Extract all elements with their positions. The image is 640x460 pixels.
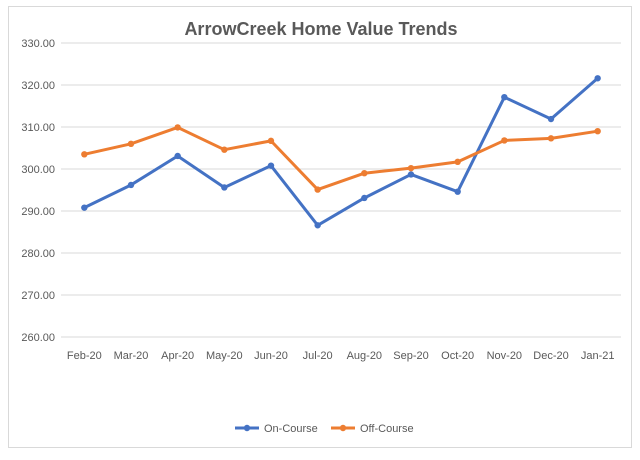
legend-swatch-marker [339,424,347,432]
data-point [127,181,135,189]
y-tick-label: 300.00 [21,164,55,176]
x-tick-label: May-20 [206,350,243,362]
series-lines [81,75,601,229]
x-tick-label: Jun-20 [254,350,288,362]
data-point [81,151,88,158]
x-tick-label: Aug-20 [347,350,382,362]
data-point [221,146,228,153]
data-point [454,188,461,195]
chart-frame: ArrowCreek Home Value Trends 260.00 270.0… [8,6,632,448]
y-tick-label: 260.00 [21,332,55,344]
y-tick-label: 310.00 [21,122,55,134]
data-point [174,124,181,131]
legend-label: On-Course [264,423,318,435]
data-point [221,184,228,191]
gridlines [61,42,621,338]
data-point [547,135,555,142]
x-tick-label: Nov-20 [487,350,522,362]
data-point [267,137,275,145]
x-tick-label: Jan-21 [581,350,615,362]
legend: On-Course Off-Course [235,423,414,435]
data-point [267,162,275,169]
data-point [547,115,555,123]
data-point [594,128,601,135]
legend-swatch-marker [243,424,251,432]
series-on-course [81,75,601,229]
x-tick-label: Dec-20 [533,350,568,362]
data-point [454,158,461,166]
chart-title: ArrowCreek Home Value Trends [184,19,457,39]
x-tick-label: Apr-20 [161,350,194,362]
y-tick-label: 270.00 [21,290,55,302]
x-tick-label: Feb-20 [67,350,102,362]
y-tick-label: 290.00 [21,206,55,218]
data-point [407,171,415,178]
data-point [127,140,135,147]
data-point [174,152,181,160]
line-chart: ArrowCreek Home Value Trends 260.00 270.0… [21,19,621,435]
data-point [501,137,508,144]
series-off-course [81,124,601,193]
data-point [314,222,321,229]
data-point [314,186,321,193]
series-line [82,76,600,227]
y-tick-label: 330.00 [21,38,55,50]
x-tick-label: Jul-20 [303,350,333,362]
data-point [361,194,368,202]
legend-item: On-Course [235,423,318,435]
y-tick-label: 320.00 [21,80,55,92]
data-point [407,164,415,172]
series-line [82,125,600,192]
y-axis-ticks: 260.00 270.00 280.00 290.00 300.00 310.00 320.… [21,38,55,344]
data-point [594,75,601,82]
y-tick-label: 280.00 [21,248,55,260]
x-tick-label: Oct-20 [441,350,474,362]
x-axis-ticks: Feb-20 Mar-20 Apr-20 May-20 Jun-20 Jul-20 Aug-… [67,350,615,362]
data-point [81,204,88,211]
x-tick-label: Sep-20 [393,350,428,362]
legend-label: Off-Course [360,423,414,435]
data-point [501,93,508,101]
data-point [361,170,368,177]
x-tick-label: Mar-20 [114,350,149,362]
legend-item: Off-Course [331,423,414,435]
